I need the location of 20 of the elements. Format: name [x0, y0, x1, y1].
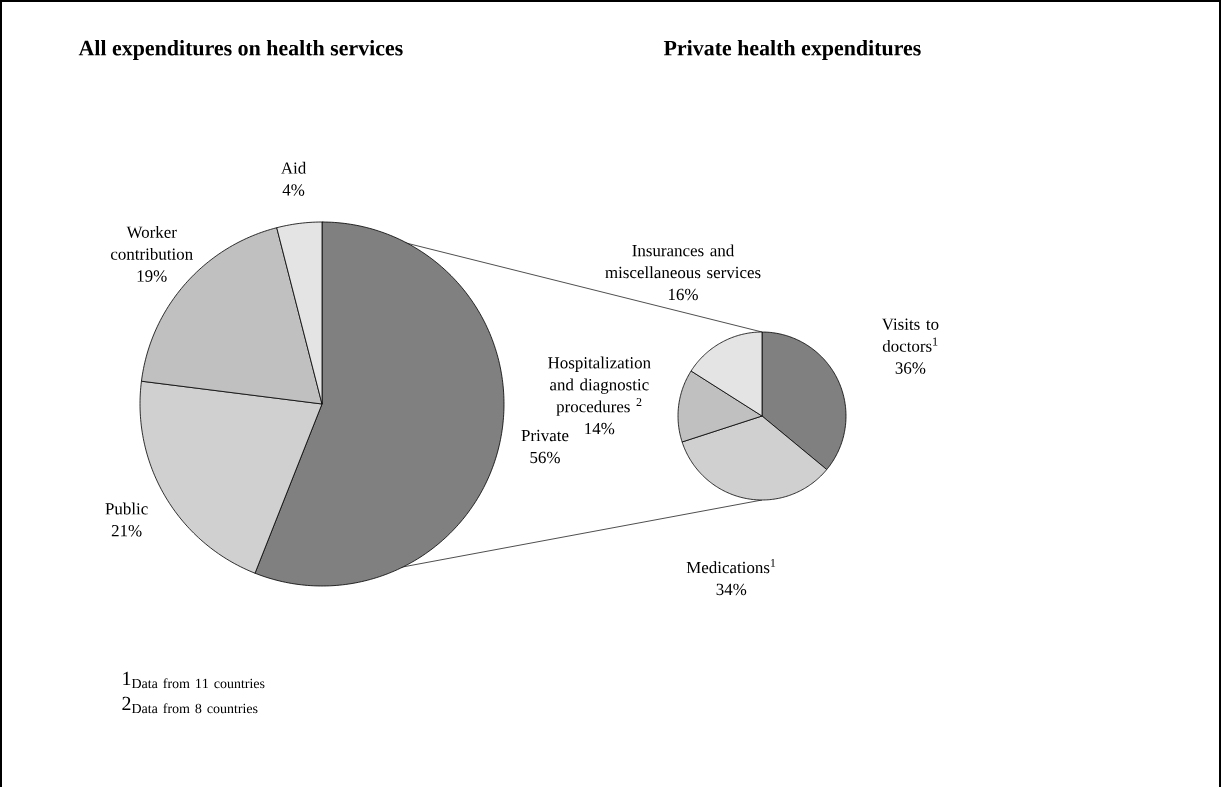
text: $\mathrm{2}_{\mathrm{Data\ from\ 8\ countries}}$ [122, 696, 258, 714]
text: $\mathrm{1}_{\mathrm{Data\ from\ 11\ countries}}$ [123, 671, 265, 689]
data-label: 16% [668, 288, 698, 301]
slice-label: Medications$^{1}$ [686, 558, 776, 574]
data-label: 19% [137, 270, 167, 282]
data-label: 34% [716, 583, 747, 596]
data-label: 4% [282, 184, 305, 196]
slice-label: Visits to doctors$^{1}$ [881, 318, 939, 352]
slice-label: Insurances and miscellaneous services [605, 244, 761, 279]
slice-label: Hospitalization and diagnostic procedures $^{2}$ [548, 356, 651, 416]
data-label: 21% [111, 525, 142, 537]
data-label: 56% [530, 451, 560, 464]
data-label: 36% [895, 362, 926, 374]
chart-title: All expenditures on health services [78, 40, 403, 60]
slice-label: Aid [281, 161, 307, 174]
slice-label: Private [521, 429, 569, 442]
slice-label: Public [105, 502, 148, 515]
data-label: 14% [585, 422, 615, 435]
chart-title: Private health expenditures [663, 40, 921, 60]
slice-label: Worker contribution [110, 225, 193, 260]
